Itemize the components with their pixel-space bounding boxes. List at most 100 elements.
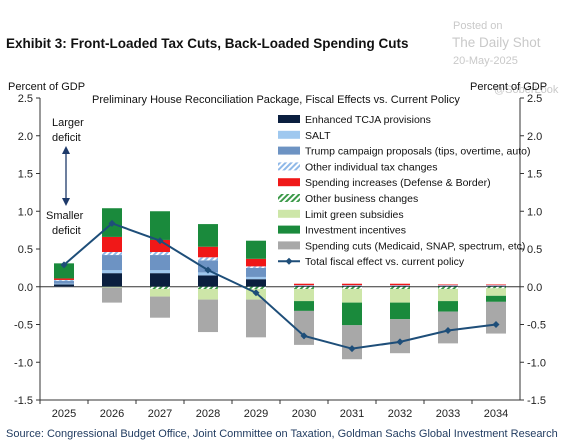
x-tick-label: 2027: [148, 408, 172, 420]
total-marker-2034: [492, 321, 500, 328]
bar-enhanced-tcja-provisions-2031: [342, 285, 362, 287]
legend-swatch-salt: [278, 130, 300, 139]
bar-trump-campaign-proposals-tips-overtime-auto-2025: [54, 280, 74, 284]
exhibit-title: Exhibit 3: Front-Loaded Tax Cuts, Back-L…: [6, 36, 409, 51]
total-marker-2027: [156, 237, 164, 245]
bar-investment-incentives-2032: [390, 302, 410, 320]
total-marker-2031: [348, 345, 356, 353]
x-tick-label: 2030: [292, 408, 316, 420]
bar-enhanced-tcja-provisions-2033: [438, 285, 458, 287]
legend-swatch-limit-green-subsidies: [278, 209, 300, 218]
bar-spending-increases-defense-border-2034: [486, 284, 506, 286]
bar-salt-2025: [54, 283, 74, 285]
watermark-brand: The Daily Shot: [452, 35, 541, 50]
x-tick-label: 2033: [436, 408, 460, 420]
watermark-handle: @SoberLook: [494, 84, 559, 96]
y-tick-label-left: -1.5: [14, 395, 33, 407]
bar-investment-incentives-2028: [198, 224, 218, 247]
watermark-date: 20-May-2025: [453, 55, 518, 67]
bar-other-individual-tax-changes-2027: [150, 252, 170, 256]
legend-label: SALT: [305, 130, 331, 142]
y-tick-label-left: -0.5: [14, 320, 33, 332]
annotation-larger: Larger: [52, 117, 84, 129]
bar-salt-2026: [102, 270, 122, 274]
bar-other-business-changes-2027: [150, 286, 170, 290]
bar-other-individual-tax-changes-2026: [102, 252, 122, 256]
source-note: Source: Congressional Budget Office, Joi…: [6, 428, 558, 440]
total-marker-2029: [252, 289, 260, 297]
y-tick-label-right: 0.0: [527, 282, 542, 294]
bar-salt-2029: [246, 276, 266, 280]
x-tick-label: 2034: [484, 408, 508, 420]
bar-spending-increases-defense-border-2032: [390, 283, 410, 286]
legend-line-marker: [285, 257, 293, 265]
legend-swatch-trump-campaign-proposals-tips-overtime-auto: [278, 146, 300, 155]
total-marker-2030: [300, 332, 308, 340]
bar-enhanced-tcja-provisions-2029: [246, 279, 266, 287]
bar-spending-cuts-medicaid-snap-spectrum-etc-2031: [342, 325, 362, 360]
bar-investment-incentives-2030: [294, 301, 314, 311]
y-tick-label-right: -0.5: [527, 320, 546, 332]
y-tick-label-left: 2.0: [18, 131, 33, 143]
bar-other-individual-tax-changes-2028: [198, 257, 218, 261]
bar-investment-incentives-2034: [486, 295, 506, 302]
bar-limit-green-subsidies-2030: [294, 289, 314, 302]
y-tick-label-right: 0.5: [527, 244, 542, 256]
bar-enhanced-tcja-provisions-2026: [102, 273, 122, 287]
bar-other-business-changes-2029: [246, 286, 266, 290]
bar-salt-2032: [390, 285, 410, 286]
y-axis-label-right: Percent of GDP: [470, 81, 547, 93]
y-tick-label-right: -1.5: [527, 395, 546, 407]
legend-swatch-spending-cuts-medicaid-snap-spectrum-etc: [278, 241, 300, 250]
y-tick-label-left: 1.0: [18, 206, 33, 218]
bar-limit-green-subsidies-2027: [150, 289, 170, 297]
bar-investment-incentives-2025: [54, 263, 74, 279]
annotation-deficit: deficit: [52, 225, 81, 237]
bar-other-business-changes-2034: [486, 286, 506, 289]
bar-investment-incentives-2029: [246, 240, 266, 259]
annotation-arrow-down: [62, 198, 70, 206]
bar-limit-green-subsidies-2032: [390, 289, 410, 303]
bar-spending-increases-defense-border-2031: [342, 283, 362, 286]
bar-investment-incentives-2031: [342, 302, 362, 326]
y-tick-label-left: 0.5: [18, 244, 33, 256]
bar-other-business-changes-2030: [294, 286, 314, 290]
legend-label: Limit green subsidies: [305, 209, 404, 221]
bar-spending-increases-defense-border-2026: [102, 236, 122, 253]
total-marker-2028: [204, 266, 212, 274]
bar-limit-green-subsidies-2033: [438, 289, 458, 302]
x-tick-label: 2028: [196, 408, 220, 420]
bar-salt-2034: [486, 285, 506, 286]
x-tick-label: 2025: [52, 408, 76, 420]
legend-label: Spending increases (Defense & Border): [305, 177, 491, 189]
bar-salt-2031: [342, 285, 362, 286]
total-marker-2032: [396, 338, 404, 346]
bar-salt-2028: [198, 272, 218, 276]
legend-label: Trump campaign proposals (tips, overtime…: [305, 146, 530, 158]
y-tick-label-left: 2.5: [18, 93, 33, 105]
bar-investment-incentives-2033: [438, 301, 458, 312]
y-tick-label-left: 0.0: [18, 282, 33, 294]
x-tick-label: 2032: [388, 408, 412, 420]
bar-enhanced-tcja-provisions-2028: [198, 275, 218, 287]
bar-spending-cuts-medicaid-snap-spectrum-etc-2034: [486, 301, 506, 334]
bar-enhanced-tcja-provisions-2034: [486, 285, 506, 287]
bar-limit-green-subsidies-2031: [342, 289, 362, 303]
y-tick-label-right: 2.5: [527, 93, 542, 105]
bar-enhanced-tcja-provisions-2030: [294, 285, 314, 287]
bar-trump-campaign-proposals-tips-overtime-auto-2026: [102, 255, 122, 271]
y-tick-label-right: 2.0: [527, 131, 542, 143]
bar-spending-increases-defense-border-2033: [438, 284, 458, 286]
y-tick-label-left: -1.0: [14, 357, 33, 369]
legend-label: Other individual tax changes: [305, 161, 438, 173]
bar-salt-2030: [294, 285, 314, 286]
legend-swatch-spending-increases-defense-border: [278, 178, 300, 187]
annotation-arrow-up: [62, 146, 70, 154]
bar-other-business-changes-2031: [342, 286, 362, 290]
legend-label: Total fiscal effect vs. current policy: [305, 256, 465, 268]
x-tick-label: 2026: [100, 408, 124, 420]
legend-swatch-other-business-changes: [278, 194, 300, 202]
legend-label: Enhanced TCJA provisions: [305, 114, 431, 126]
watermark-posted-on: Posted on: [453, 20, 503, 32]
